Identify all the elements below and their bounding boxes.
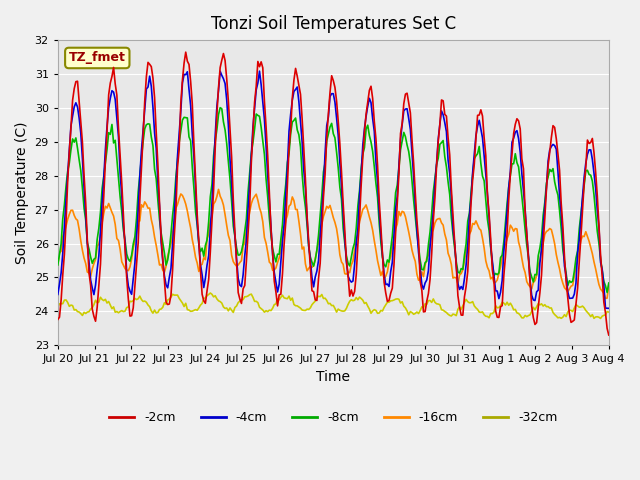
Legend: -2cm, -4cm, -8cm, -16cm, -32cm: -2cm, -4cm, -8cm, -16cm, -32cm (104, 407, 563, 430)
Y-axis label: Soil Temperature (C): Soil Temperature (C) (15, 121, 29, 264)
Title: Tonzi Soil Temperatures Set C: Tonzi Soil Temperatures Set C (211, 15, 456, 33)
Text: TZ_fmet: TZ_fmet (69, 51, 125, 64)
X-axis label: Time: Time (316, 370, 350, 384)
